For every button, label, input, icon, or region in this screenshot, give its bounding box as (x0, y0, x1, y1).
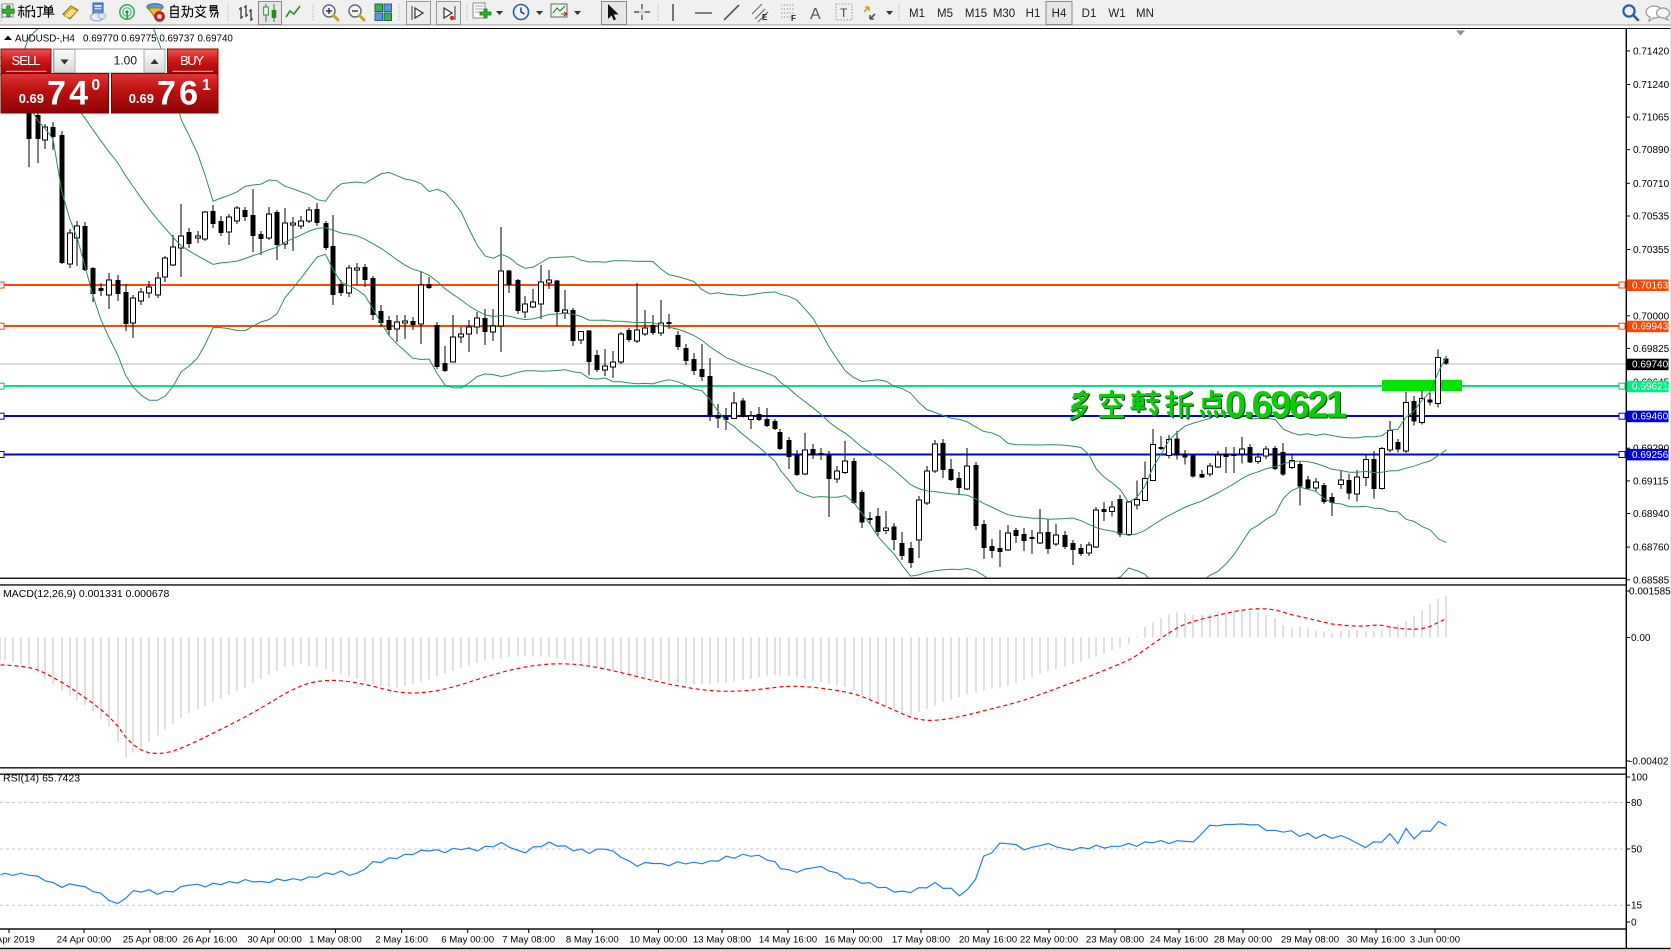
svg-text:0.70535: 0.70535 (1633, 212, 1670, 223)
svg-text:0.70163: 0.70163 (1632, 281, 1669, 292)
svg-text:30 Apr 00:00: 30 Apr 00:00 (247, 935, 301, 946)
svg-text:SELL: SELL (12, 53, 41, 68)
svg-text:10 May 00:00: 10 May 00:00 (629, 935, 687, 946)
svg-text:0.70710: 0.70710 (1633, 179, 1670, 190)
svg-text:100: 100 (1631, 773, 1648, 784)
svg-text:0.68760: 0.68760 (1633, 543, 1670, 554)
svg-text:0.68585: 0.68585 (1633, 575, 1670, 586)
svg-text:E: E (762, 13, 768, 22)
svg-text:80: 80 (1631, 798, 1643, 809)
svg-text:0.69115: 0.69115 (1633, 476, 1669, 487)
svg-text:0.69943: 0.69943 (1632, 322, 1669, 333)
svg-text:0.001585: 0.001585 (1629, 587, 1671, 598)
svg-text:13 May 08:00: 13 May 08:00 (693, 935, 751, 946)
svg-text:AUDUSD-,H4 0.69770 0.69775 0: AUDUSD-,H4 0.69770 0.69775 0.69737 0.697… (15, 34, 233, 45)
svg-text:0.70000: 0.70000 (1633, 311, 1670, 322)
svg-text:3 Jun 00:00: 3 Jun 00:00 (1410, 935, 1460, 946)
svg-text:M5: M5 (937, 8, 953, 20)
svg-text:25 Apr 08:00: 25 Apr 08:00 (123, 935, 177, 946)
svg-text:24 May 16:00: 24 May 16:00 (1150, 935, 1208, 946)
svg-text:H1: H1 (1026, 8, 1041, 20)
svg-text:0.71240: 0.71240 (1633, 80, 1670, 91)
svg-text:8 May 16:00: 8 May 16:00 (566, 935, 619, 946)
svg-text:F: F (791, 14, 796, 23)
svg-text:D1: D1 (1082, 8, 1097, 20)
svg-text:17 May 08:00: 17 May 08:00 (892, 935, 950, 946)
svg-text:A: A (810, 6, 821, 23)
svg-text:22 Apr 2019: 22 Apr 2019 (0, 935, 35, 946)
svg-text:22 May 00:00: 22 May 00:00 (1020, 935, 1078, 946)
svg-text:MACD(12,26,9) 0.001331 0.00067: MACD(12,26,9) 0.001331 0.000678 (3, 588, 170, 600)
svg-text:26 Apr 16:00: 26 Apr 16:00 (183, 935, 237, 946)
svg-text:0.71420: 0.71420 (1633, 46, 1670, 57)
svg-text:0.69: 0.69 (19, 91, 44, 106)
svg-text:MN: MN (1136, 8, 1154, 20)
svg-text:0.70355: 0.70355 (1633, 245, 1670, 256)
svg-text:0.69740: 0.69740 (1632, 360, 1669, 371)
svg-text:0.68940: 0.68940 (1633, 509, 1670, 520)
svg-text:24 Apr 00:00: 24 Apr 00:00 (57, 935, 111, 946)
svg-text:M30: M30 (993, 8, 1015, 20)
svg-text:7 May 08:00: 7 May 08:00 (502, 935, 555, 946)
svg-text:1 May 08:00: 1 May 08:00 (309, 935, 362, 946)
svg-text:14 May 16:00: 14 May 16:00 (759, 935, 817, 946)
svg-text:50: 50 (1631, 845, 1643, 856)
svg-text:1: 1 (202, 77, 211, 94)
svg-text:29 May 08:00: 29 May 08:00 (1281, 935, 1339, 946)
svg-text:0.70890: 0.70890 (1633, 145, 1670, 156)
svg-text:0.69460: 0.69460 (1632, 412, 1669, 423)
svg-text:0.69825: 0.69825 (1633, 344, 1670, 355)
svg-text:1.00: 1.00 (114, 54, 138, 68)
svg-text:0: 0 (92, 77, 101, 94)
svg-text:0: 0 (1631, 918, 1637, 929)
svg-text:2 May 16:00: 2 May 16:00 (375, 935, 428, 946)
svg-text:6 May 00:00: 6 May 00:00 (441, 935, 494, 946)
svg-text:-0.00402: -0.00402 (1629, 757, 1669, 768)
svg-text:0.00: 0.00 (1631, 633, 1651, 644)
svg-text:0.69621: 0.69621 (1225, 385, 1347, 427)
svg-text:16 May 00:00: 16 May 00:00 (824, 935, 882, 946)
svg-text:28 May 00:00: 28 May 00:00 (1214, 935, 1272, 946)
svg-text:BUY: BUY (180, 53, 204, 68)
svg-text:30 May 16:00: 30 May 16:00 (1347, 935, 1405, 946)
svg-text:0.69621: 0.69621 (1632, 382, 1669, 393)
svg-text:23 May 08:00: 23 May 08:00 (1086, 935, 1144, 946)
svg-text:H4: H4 (1052, 8, 1067, 20)
svg-text:0.69256: 0.69256 (1632, 450, 1669, 461)
svg-text:M1: M1 (909, 8, 925, 20)
svg-text:M15: M15 (965, 8, 987, 20)
svg-text:20 May 16:00: 20 May 16:00 (959, 935, 1017, 946)
svg-text:0.69: 0.69 (129, 91, 154, 106)
svg-text:RSI(14) 65.7423: RSI(14) 65.7423 (3, 773, 80, 785)
svg-text:T: T (840, 6, 848, 20)
svg-text:0.69621: 0.69621 (1226, 386, 1348, 428)
svg-text:15: 15 (1631, 901, 1643, 912)
svg-text:0.71065: 0.71065 (1633, 113, 1670, 124)
svg-text:W1: W1 (1108, 8, 1125, 20)
